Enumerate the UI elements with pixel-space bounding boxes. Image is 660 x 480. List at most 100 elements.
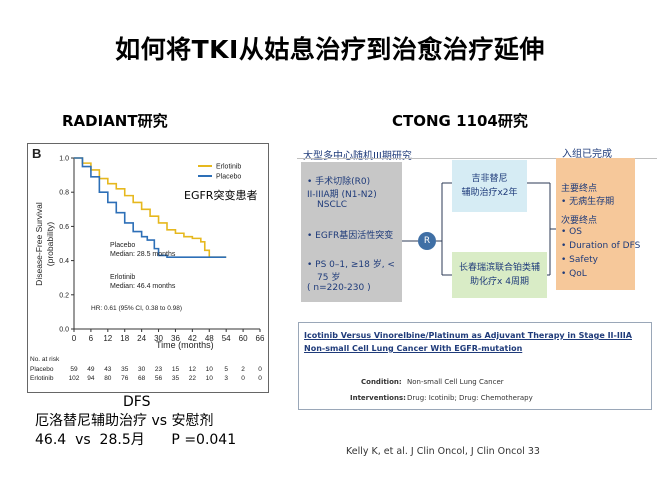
eligibility-box: • 手术切除(R0) II-IIIA期 (N1-N2) NSCLC • EGFR…	[301, 162, 402, 302]
x-axis-label: Time (months)	[156, 340, 214, 350]
at-risk-value: 35	[121, 366, 129, 373]
x-tick-label: 30	[154, 334, 163, 343]
at-risk-value: 22	[189, 375, 197, 382]
arm2-line: 助化疗x 4周期	[470, 277, 529, 287]
eligibility-line: • PS 0–1, ≥18 岁, <	[307, 260, 395, 270]
x-tick-label: 36	[171, 334, 180, 343]
secondary-endpoint: • Safety	[561, 255, 598, 265]
trial-registry-card: Icotinib Versus Vinorelbine/Platinum as …	[298, 322, 652, 410]
ctong-heading: CTONG 1104研究	[392, 112, 528, 130]
at-risk-value: 76	[121, 375, 129, 382]
eligibility-line: 75 岁	[317, 273, 341, 283]
km-line-erlotinib	[74, 157, 227, 258]
primary-endpoint: • 无病生存期	[561, 197, 615, 207]
hazard-ratio: HR: 0.61 (95% CI, 0.38 to 0.98)	[91, 305, 182, 312]
erlotinib-label: Erlotinib	[110, 274, 135, 281]
flow-connectors	[402, 179, 556, 279]
condition-value: Non-small Cell Lung Cancer	[407, 378, 504, 386]
km-line-placebo	[74, 157, 227, 258]
at-risk-value: 94	[87, 375, 95, 382]
placebo-label: Placebo	[110, 242, 135, 249]
x-tick-label: 54	[222, 334, 231, 343]
secondary-endpoint-title: 次要终点	[561, 216, 598, 226]
at-risk-title: No. at risk	[30, 356, 60, 363]
eligibility-line: • EGFR基因活性突变	[307, 231, 394, 241]
arm1-line: 辅助治疗x2年	[461, 188, 518, 198]
placebo-median: Median: 28.5 months	[110, 251, 176, 258]
randomization-node: R	[418, 232, 436, 250]
chemotherapy-arm: 长春瑞滨联合铂类辅 助化疗x 4周期	[452, 252, 547, 298]
panel-letter: B	[32, 146, 41, 161]
radiant-heading: RADIANT研究	[62, 112, 168, 130]
x-tick-label: 0	[72, 334, 77, 343]
x-tick-label: 12	[103, 334, 112, 343]
legend-label-erlotinib: Erlotinib	[216, 164, 241, 171]
at-risk-row-label: Erlotinib	[30, 375, 54, 382]
at-risk-value: 59	[70, 366, 78, 373]
eligibility-line: • 手术切除(R0)	[307, 177, 371, 187]
summary-line-2: 厄洛替尼辅助治疗 vs 安慰剂	[35, 413, 214, 429]
x-tick-label: 48	[205, 334, 214, 343]
at-risk-value: 43	[104, 366, 112, 373]
x-tick-label: 66	[256, 334, 265, 343]
x-tick-label: 42	[188, 334, 197, 343]
at-risk-value: 102	[69, 375, 80, 382]
at-risk-value: 23	[155, 366, 163, 373]
dfs-summary: DFS 厄洛替尼辅助治疗 vs 安慰剂 46.4 vs 28.5月 P =0.0…	[35, 393, 275, 450]
erlotinib-median: Median: 46.4 months	[110, 283, 176, 290]
diagram-title: 大型多中心随机III期研究	[303, 151, 412, 162]
y-axis-label: Disease-Free Survival	[34, 202, 44, 286]
y-tick-label: 0.8	[59, 190, 69, 197]
at-risk-value: 68	[138, 375, 146, 382]
trial-title[interactable]: Icotinib Versus Vinorelbine/Platinum as …	[304, 331, 632, 353]
at-risk-value: 3	[224, 375, 228, 382]
at-risk-value: 15	[172, 366, 180, 373]
at-risk-value: 2	[241, 366, 245, 373]
primary-endpoint-title: 主要终点	[561, 184, 598, 194]
summary-line-3: 46.4 vs 28.5月 P =0.041	[35, 432, 237, 448]
x-tick-label: 60	[239, 334, 248, 343]
reference-citation: Kelly K, et al. J Clin Oncol, J Clin Onc…	[346, 446, 540, 457]
at-risk-row-label: Placebo	[30, 366, 54, 373]
eligibility-line: II-IIIA期 (N1-N2)	[307, 190, 377, 200]
at-risk-value: 10	[206, 375, 214, 382]
at-risk-value: 0	[258, 375, 262, 382]
arm2-line: 长春瑞滨联合铂类辅	[458, 263, 540, 273]
diagram-divider	[297, 158, 657, 159]
x-tick-label: 24	[137, 334, 146, 343]
at-risk-value: 56	[155, 375, 163, 382]
slide-title: 如何将TKI从姑息治疗到治愈治疗延伸	[115, 35, 545, 64]
km-chart-panel: B 0.0 0.2 0.4 0.6 0.8 1.0 0 6 12 18 24 30 36 42 48 54 60…	[27, 143, 269, 393]
arm1-line: 吉非替尼	[471, 174, 508, 184]
condition-label: Condition:	[361, 378, 402, 386]
interventions-label: Interventions:	[350, 394, 406, 402]
at-risk-value: 12	[189, 366, 197, 373]
y-tick-label: 1.0	[59, 156, 69, 163]
at-risk-value: 30	[138, 366, 146, 373]
x-tick-label: 18	[120, 334, 129, 343]
legend-label-placebo: Placebo	[216, 174, 241, 181]
km-chart: B 0.00.20.40.60.81.00 6 12 18 24 30 36 42 48 54 60…	[30, 146, 265, 382]
x-tick-label: 6	[89, 334, 94, 343]
at-risk-value: 35	[172, 375, 180, 382]
y-tick-label: 0.2	[59, 292, 69, 299]
secondary-endpoint: • QoL	[561, 269, 587, 279]
y-tick-label: 0.0	[59, 327, 69, 334]
secondary-endpoint: • Duration of DFS	[561, 241, 641, 251]
at-risk-value: 0	[241, 375, 245, 382]
at-risk-value: 10	[206, 366, 214, 373]
gefitinib-arm: 吉非替尼辅助治疗x2年	[452, 160, 527, 212]
enrollment-complete-label: 入组已完成	[562, 149, 612, 160]
at-risk-value: 0	[258, 366, 262, 373]
egfr-annotation: EGFR突变患者	[184, 189, 258, 202]
endpoints-box: 主要终点 • 无病生存期 次要终点 • OS • Duration of DFS…	[556, 158, 640, 290]
summary-line-1: DFS	[123, 394, 151, 410]
at-risk-value: 49	[87, 366, 95, 373]
at-risk-value: 80	[104, 375, 112, 382]
eligibility-line: NSCLC	[317, 200, 348, 210]
y-tick-label: 0.4	[59, 258, 69, 265]
secondary-endpoint: • OS	[561, 227, 582, 237]
y-tick-label: 0.6	[59, 224, 69, 231]
interventions-value: Drug: Icotinib; Drug: Chemotherapy	[407, 394, 533, 402]
y-axis-label-units: (probability)	[45, 222, 55, 267]
